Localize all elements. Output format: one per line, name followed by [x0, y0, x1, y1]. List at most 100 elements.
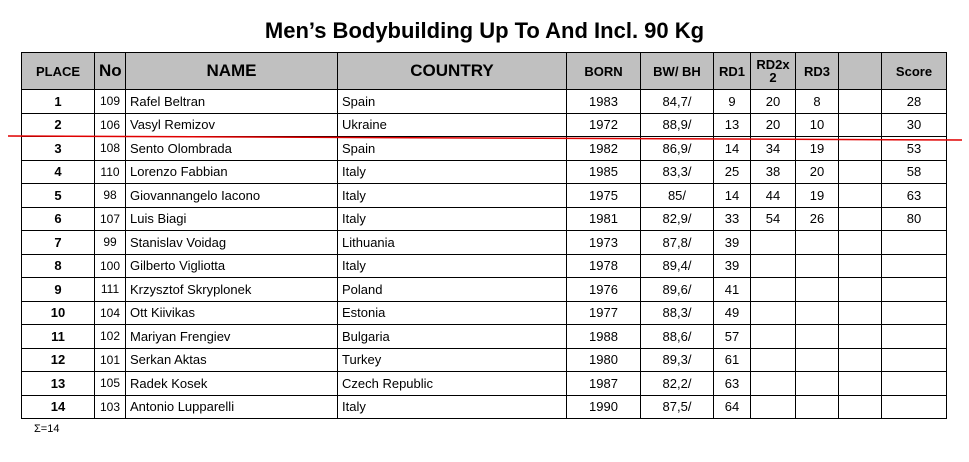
- cell-no: 106: [94, 112, 126, 137]
- empty-cell: [881, 300, 947, 325]
- cell-name: Antonio Lupparelli: [125, 394, 338, 419]
- cell-born: 1990: [566, 394, 641, 419]
- cell-score: 30: [881, 112, 947, 137]
- cell-rd1: 64: [713, 394, 751, 419]
- cell-rd3: 8: [795, 89, 839, 114]
- cell-name: Serkan Aktas: [125, 347, 338, 372]
- cell-bwbh: 87,5/: [640, 394, 714, 419]
- cell-born: 1980: [566, 347, 641, 372]
- cell-bwbh: 82,2/: [640, 371, 714, 396]
- empty-cell: [881, 371, 947, 396]
- empty-cell: [795, 300, 839, 325]
- title: Men’s Bodybuilding Up To And Incl. 90 Kg: [264, 18, 705, 43]
- cell-country: Italy: [337, 394, 567, 419]
- empty-cell: [750, 277, 796, 302]
- cell-country: Ukraine: [337, 112, 567, 137]
- cell-rd3: 10: [795, 112, 839, 137]
- header-row: PLACE No NAME COUNTRY BORN BW/ BH RD1 RD2x2 RD3 S…: [21, 52, 947, 90]
- cell-name: Sento Olombrada: [125, 136, 338, 161]
- cell-name: Ott Kiivikas: [125, 300, 338, 325]
- cell-born: 1988: [566, 324, 641, 349]
- empty-cell: [881, 347, 947, 372]
- cell-no: 103: [94, 394, 126, 419]
- empty-cell: [750, 394, 796, 419]
- cell-rd1: 61: [713, 347, 751, 372]
- header-cell: NAME: [125, 52, 338, 90]
- cell-bwbh: 88,6/: [640, 324, 714, 349]
- empty-cell: [881, 394, 947, 419]
- cell-country: Bulgaria: [337, 324, 567, 349]
- cell-rd2: 54: [750, 206, 796, 231]
- cell-place: 9: [21, 277, 95, 302]
- cell-no: 99: [94, 230, 126, 255]
- cell-bwbh: 88,3/: [640, 300, 714, 325]
- cell-born: 1987: [566, 371, 641, 396]
- cell-country: Czech Republic: [337, 371, 567, 396]
- header-cell: RD1: [713, 52, 751, 90]
- cell-rd2: 44: [750, 183, 796, 208]
- cell-place: 5: [21, 183, 95, 208]
- cell-rd1: 63: [713, 371, 751, 396]
- cell-born: 1982: [566, 136, 641, 161]
- empty-cell: [838, 183, 882, 208]
- empty-cell: [795, 277, 839, 302]
- cell-place: 8: [21, 253, 95, 278]
- cell-rd1: 39: [713, 253, 751, 278]
- cell-no: 98: [94, 183, 126, 208]
- cell-rd2: 38: [750, 159, 796, 184]
- cell-bwbh: 84,7/: [640, 89, 714, 114]
- cell-no: 108: [94, 136, 126, 161]
- cell-no: 105: [94, 371, 126, 396]
- cell-rd1: 9: [713, 89, 751, 114]
- cell-country: Spain: [337, 136, 567, 161]
- header-cell: BW/ BH: [640, 52, 714, 90]
- cell-rd1: 14: [713, 183, 751, 208]
- empty-cell: [838, 324, 882, 349]
- table-row: 2 106 Vasyl Remizov Ukraine 1972 88,9/13 20 10 3…: [21, 112, 947, 137]
- table-row: 8 100 Gilberto Vigliotta Italy 1978 89,4/39: [21, 253, 947, 278]
- cell-bwbh: 89,3/: [640, 347, 714, 372]
- cell-name: Krzysztof Skryplonek: [125, 277, 338, 302]
- cell-country: Italy: [337, 253, 567, 278]
- header-cell: COUNTRY: [337, 52, 567, 90]
- table-row: 14 103 Antonio Lupparelli Italy 1990 87,5/64: [21, 394, 947, 419]
- table-row: 1 109 Rafel Beltran Spain 1983 84,7/9 20 8 28: [21, 89, 947, 114]
- cell-rd1: 13: [713, 112, 751, 137]
- cell-born: 1976: [566, 277, 641, 302]
- empty-cell: [750, 347, 796, 372]
- table-body: 1 109 Rafel Beltran Spain 1983 84,7/9 20 8 28 2 10…: [21, 89, 947, 419]
- cell-rd1: 39: [713, 230, 751, 255]
- cell-name: Stanislav Voidag: [125, 230, 338, 255]
- empty-cell: [795, 324, 839, 349]
- empty-cell: [750, 371, 796, 396]
- header-cell: BORN: [566, 52, 641, 90]
- cell-rd2: 34: [750, 136, 796, 161]
- table-row: 12 101 Serkan Aktas Turkey 1980 89,3/61: [21, 347, 947, 372]
- empty-cell: [838, 300, 882, 325]
- empty-cell: [881, 253, 947, 278]
- cell-name: Gilberto Vigliotta: [125, 253, 338, 278]
- footer: Σ=14: [34, 423, 60, 435]
- cell-name: Luis Biagi: [125, 206, 338, 231]
- cell-country: Turkey: [337, 347, 567, 372]
- empty-cell: [795, 371, 839, 396]
- cell-rd1: 33: [713, 206, 751, 231]
- cell-no: 100: [94, 253, 126, 278]
- cell-name: Mariyan Frengiev: [125, 324, 338, 349]
- cell-name: Rafel Beltran: [125, 89, 338, 114]
- cell-rd1: 14: [713, 136, 751, 161]
- table-row: 10 104 Ott Kiivikas Estonia 1977 88,3/49: [21, 300, 947, 325]
- red-line: [7, 135, 963, 141]
- cell-born: 1977: [566, 300, 641, 325]
- cell-name: Radek Kosek: [125, 371, 338, 396]
- cell-place: 1: [21, 89, 95, 114]
- cell-name: Vasyl Remizov: [125, 112, 338, 137]
- cell-place: 10: [21, 300, 95, 325]
- cell-country: Spain: [337, 89, 567, 114]
- header-cell: RD2x2: [750, 52, 796, 90]
- cell-place: 13: [21, 371, 95, 396]
- table-row: 7 99 Stanislav Voidag Lithuania 1973 87,8/39: [21, 230, 947, 255]
- cell-born: 1983: [566, 89, 641, 114]
- cell-place: 14: [21, 394, 95, 419]
- cell-place: 11: [21, 324, 95, 349]
